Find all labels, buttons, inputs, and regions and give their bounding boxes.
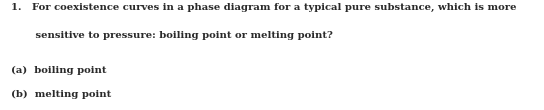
Text: (a)  boiling point: (a) boiling point <box>11 66 107 75</box>
Text: 1.   For coexistence curves in a phase diagram for a typical pure substance, whi: 1. For coexistence curves in a phase dia… <box>11 3 516 12</box>
Text: sensitive to pressure: boiling point or melting point?: sensitive to pressure: boiling point or … <box>11 31 333 40</box>
Text: (b)  melting point: (b) melting point <box>11 90 111 99</box>
